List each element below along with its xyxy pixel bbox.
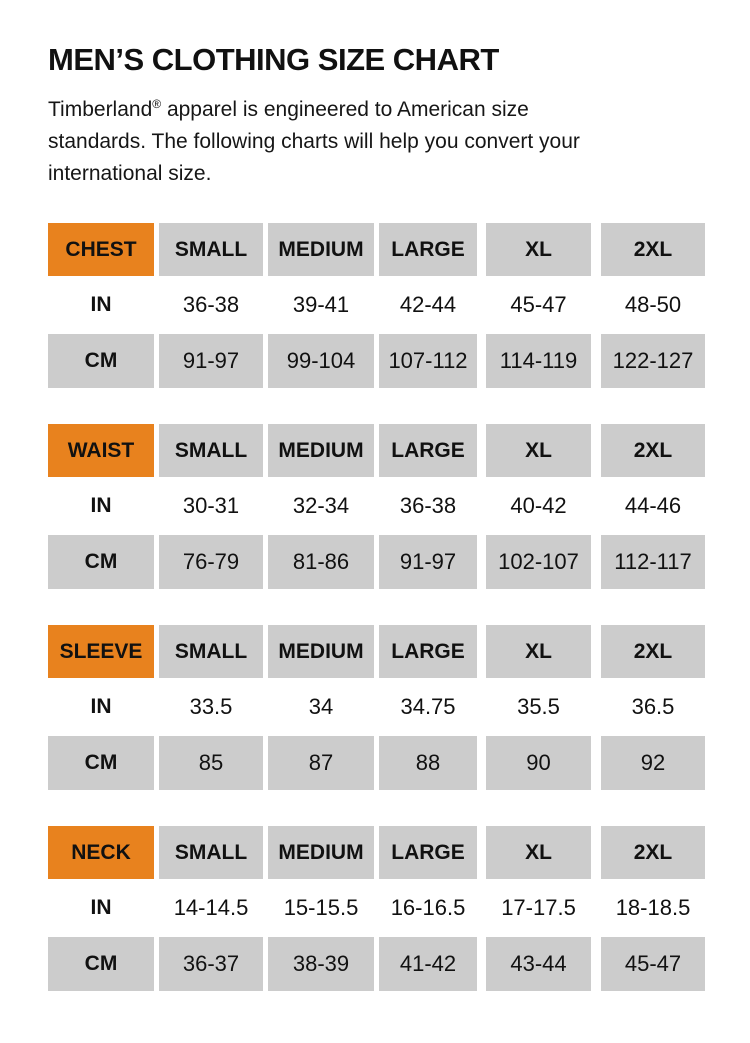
chest-centimeters-row: CM 91-97 99-104 107-112 114-119 122-127 bbox=[48, 334, 706, 388]
value-cell: 81-86 bbox=[268, 535, 374, 589]
value-cell: 112-117 bbox=[601, 535, 705, 589]
value-cell: 43-44 bbox=[486, 937, 591, 991]
waist-inches-row: IN 30-31 32-34 36-38 40-42 44-46 bbox=[48, 477, 706, 535]
value-cell: 36-38 bbox=[159, 276, 263, 334]
value-cell: 34.75 bbox=[379, 678, 477, 736]
value-cell: 91-97 bbox=[379, 535, 477, 589]
size-table-chest: CHEST SMALL MEDIUM LARGE XL 2XL IN 36-38… bbox=[48, 223, 706, 388]
value-cell: 85 bbox=[159, 736, 263, 790]
value-cell: 45-47 bbox=[601, 937, 705, 991]
table-category-cell: NECK bbox=[48, 826, 154, 879]
value-cell: 99-104 bbox=[268, 334, 374, 388]
size-header-small: SMALL bbox=[159, 424, 263, 477]
waist-centimeters-row: CM 76-79 81-86 91-97 102-107 112-117 bbox=[48, 535, 706, 589]
value-cell: 40-42 bbox=[486, 477, 591, 535]
value-cell: 48-50 bbox=[601, 276, 705, 334]
unit-label-in: IN bbox=[48, 678, 154, 736]
unit-label-cm: CM bbox=[48, 736, 154, 790]
value-cell: 14-14.5 bbox=[159, 879, 263, 937]
chest-inches-row: IN 36-38 39-41 42-44 45-47 48-50 bbox=[48, 276, 706, 334]
unit-label-in: IN bbox=[48, 276, 154, 334]
unit-label-in: IN bbox=[48, 477, 154, 535]
size-header-xl: XL bbox=[486, 826, 591, 879]
size-header-2xl: 2XL bbox=[601, 223, 705, 276]
size-header-large: LARGE bbox=[379, 625, 477, 678]
value-cell: 102-107 bbox=[486, 535, 591, 589]
table-category-cell: SLEEVE bbox=[48, 625, 154, 678]
sleeve-inches-row: IN 33.5 34 34.75 35.5 36.5 bbox=[48, 678, 706, 736]
value-cell: 38-39 bbox=[268, 937, 374, 991]
value-cell: 39-41 bbox=[268, 276, 374, 334]
size-table-neck: NECK SMALL MEDIUM LARGE XL 2XL IN 14-14.… bbox=[48, 826, 706, 991]
value-cell: 33.5 bbox=[159, 678, 263, 736]
value-cell: 35.5 bbox=[486, 678, 591, 736]
waist-header-row: WAIST SMALL MEDIUM LARGE XL 2XL bbox=[48, 424, 706, 477]
value-cell: 32-34 bbox=[268, 477, 374, 535]
size-header-small: SMALL bbox=[159, 223, 263, 276]
size-header-small: SMALL bbox=[159, 625, 263, 678]
value-cell: 90 bbox=[486, 736, 591, 790]
value-cell: 87 bbox=[268, 736, 374, 790]
unit-label-cm: CM bbox=[48, 937, 154, 991]
value-cell: 34 bbox=[268, 678, 374, 736]
size-header-large: LARGE bbox=[379, 826, 477, 879]
value-cell: 36.5 bbox=[601, 678, 705, 736]
neck-inches-row: IN 14-14.5 15-15.5 16-16.5 17-17.5 18-18… bbox=[48, 879, 706, 937]
sleeve-header-row: SLEEVE SMALL MEDIUM LARGE XL 2XL bbox=[48, 625, 706, 678]
registered-trademark-symbol: ® bbox=[152, 97, 162, 111]
unit-label-cm: CM bbox=[48, 334, 154, 388]
neck-header-row: NECK SMALL MEDIUM LARGE XL 2XL bbox=[48, 826, 706, 879]
intro-line3: international size. bbox=[48, 162, 212, 185]
size-header-xl: XL bbox=[486, 223, 591, 276]
value-cell: 76-79 bbox=[159, 535, 263, 589]
value-cell: 36-37 bbox=[159, 937, 263, 991]
intro-brand: Timberland bbox=[48, 98, 153, 121]
value-cell: 44-46 bbox=[601, 477, 705, 535]
value-cell: 30-31 bbox=[159, 477, 263, 535]
size-header-large: LARGE bbox=[379, 223, 477, 276]
size-header-small: SMALL bbox=[159, 826, 263, 879]
value-cell: 42-44 bbox=[379, 276, 477, 334]
size-table-waist: WAIST SMALL MEDIUM LARGE XL 2XL IN 30-31… bbox=[48, 424, 706, 589]
value-cell: 41-42 bbox=[379, 937, 477, 991]
size-header-large: LARGE bbox=[379, 424, 477, 477]
value-cell: 17-17.5 bbox=[486, 879, 591, 937]
chest-header-row: CHEST SMALL MEDIUM LARGE XL 2XL bbox=[48, 223, 706, 276]
value-cell: 122-127 bbox=[601, 334, 705, 388]
size-header-2xl: 2XL bbox=[601, 625, 705, 678]
value-cell: 18-18.5 bbox=[601, 879, 705, 937]
intro-line2: standards. The following charts will hel… bbox=[48, 130, 580, 153]
size-header-xl: XL bbox=[486, 625, 591, 678]
value-cell: 92 bbox=[601, 736, 705, 790]
sleeve-centimeters-row: CM 85 87 88 90 92 bbox=[48, 736, 706, 790]
size-header-medium: MEDIUM bbox=[268, 625, 374, 678]
table-category-cell: CHEST bbox=[48, 223, 154, 276]
size-tables: CHEST SMALL MEDIUM LARGE XL 2XL IN 36-38… bbox=[48, 223, 706, 991]
size-header-xl: XL bbox=[486, 424, 591, 477]
size-header-medium: MEDIUM bbox=[268, 223, 374, 276]
size-header-2xl: 2XL bbox=[601, 826, 705, 879]
unit-label-cm: CM bbox=[48, 535, 154, 589]
unit-label-in: IN bbox=[48, 879, 154, 937]
intro-line1: apparel is engineered to American size bbox=[161, 98, 529, 121]
size-table-sleeve: SLEEVE SMALL MEDIUM LARGE XL 2XL IN 33.5… bbox=[48, 625, 706, 790]
page-title: MEN’S CLOTHING SIZE CHART bbox=[48, 42, 499, 77]
value-cell: 15-15.5 bbox=[268, 879, 374, 937]
value-cell: 107-112 bbox=[379, 334, 477, 388]
value-cell: 88 bbox=[379, 736, 477, 790]
neck-centimeters-row: CM 36-37 38-39 41-42 43-44 45-47 bbox=[48, 937, 706, 991]
value-cell: 45-47 bbox=[486, 276, 591, 334]
value-cell: 114-119 bbox=[486, 334, 591, 388]
size-header-medium: MEDIUM bbox=[268, 424, 374, 477]
value-cell: 36-38 bbox=[379, 477, 477, 535]
value-cell: 91-97 bbox=[159, 334, 263, 388]
size-header-medium: MEDIUM bbox=[268, 826, 374, 879]
value-cell: 16-16.5 bbox=[379, 879, 477, 937]
size-header-2xl: 2XL bbox=[601, 424, 705, 477]
table-category-cell: WAIST bbox=[48, 424, 154, 477]
intro-text: Timberland® apparel is engineered to Ame… bbox=[48, 94, 706, 190]
